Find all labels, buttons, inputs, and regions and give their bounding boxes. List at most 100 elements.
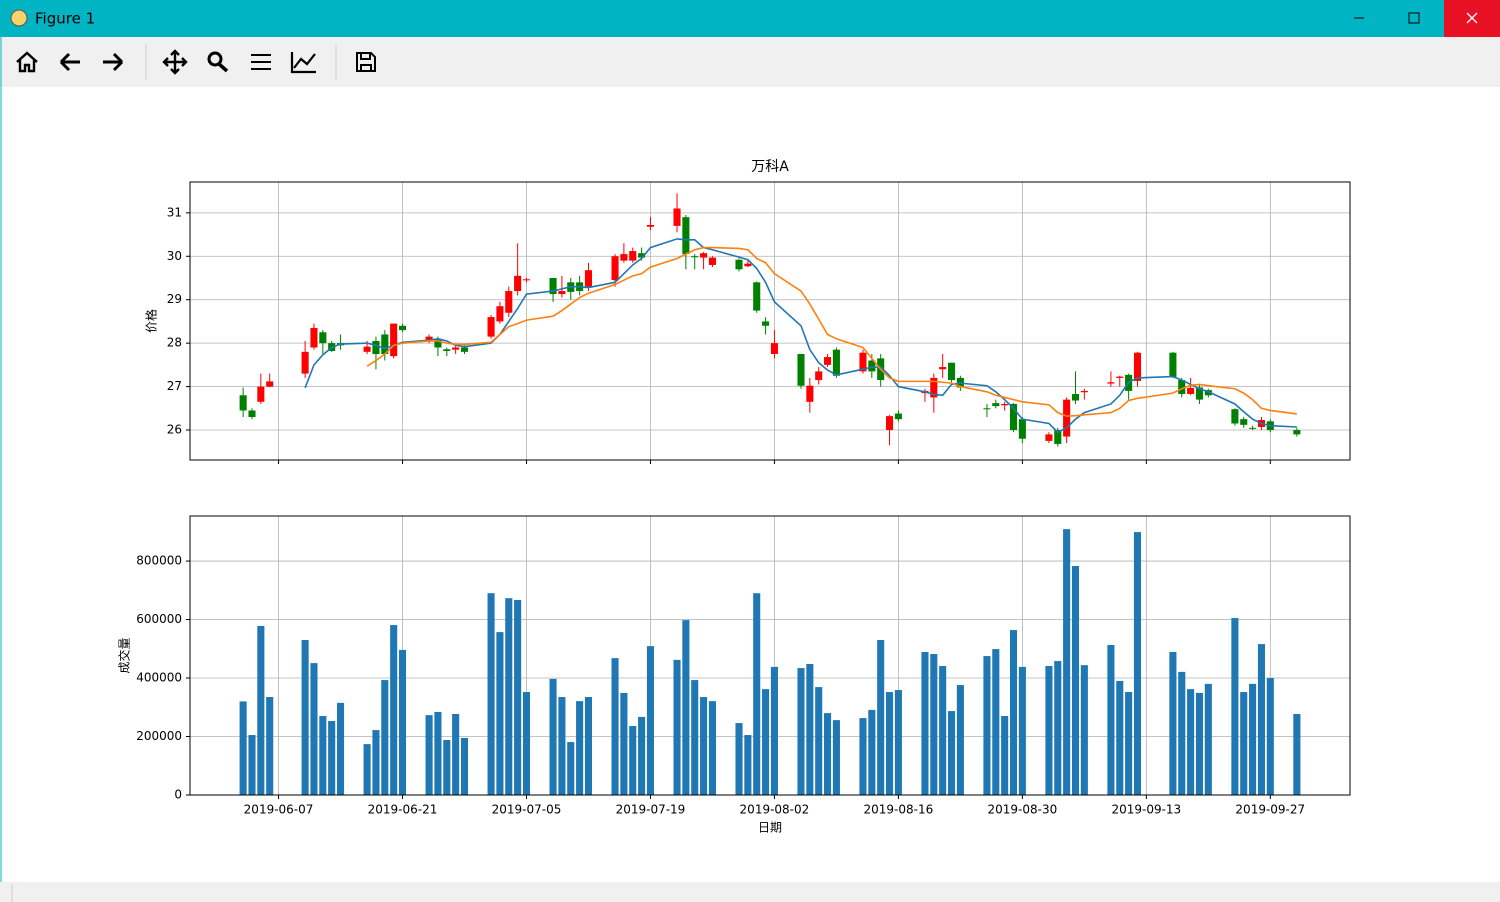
candle-body bbox=[930, 377, 938, 398]
candle-body bbox=[390, 323, 398, 357]
volume-bar bbox=[1257, 644, 1265, 795]
moving-average-line bbox=[304, 238, 1297, 434]
x-tick-label: 2019-08-16 bbox=[864, 803, 934, 817]
volume-bar bbox=[1133, 532, 1142, 795]
candle-body bbox=[487, 317, 495, 337]
volume-bar bbox=[797, 668, 805, 795]
zoom-button[interactable] bbox=[207, 51, 223, 67]
candle-body bbox=[806, 385, 814, 402]
x-tick-label: 2019-08-30 bbox=[987, 803, 1057, 817]
volume-bar bbox=[691, 680, 699, 795]
volume-bar bbox=[992, 649, 1000, 795]
candle-body bbox=[1240, 419, 1248, 425]
volume-bar bbox=[336, 702, 345, 795]
x-tick-label: 2019-09-27 bbox=[1235, 803, 1305, 817]
candle-body bbox=[452, 347, 460, 350]
volume-bar bbox=[567, 742, 575, 795]
candle-body bbox=[1133, 352, 1142, 381]
app-icon bbox=[10, 9, 28, 27]
volume-bar bbox=[266, 697, 274, 795]
y-tick-label: 600000 bbox=[136, 612, 182, 626]
y-tick-label: 26 bbox=[167, 423, 182, 437]
volume-bar bbox=[372, 730, 380, 795]
candle-body bbox=[1116, 376, 1124, 378]
volume-bar bbox=[452, 713, 460, 795]
volume-bar bbox=[1266, 678, 1274, 795]
volume-bar bbox=[1116, 680, 1124, 795]
volume-bar bbox=[877, 640, 885, 795]
candle-body bbox=[691, 256, 699, 258]
candle-body bbox=[514, 275, 522, 292]
volume-bar bbox=[708, 701, 716, 795]
y-tick-label: 28 bbox=[167, 336, 182, 350]
candle-body bbox=[549, 277, 557, 295]
candle-body bbox=[522, 279, 531, 281]
candle-body bbox=[992, 403, 1000, 407]
candle-body bbox=[894, 413, 902, 420]
candle-body bbox=[753, 282, 761, 311]
volume-bar bbox=[859, 718, 867, 795]
candle-body bbox=[611, 256, 619, 281]
volume-bar bbox=[611, 658, 619, 795]
candle-body bbox=[868, 360, 876, 372]
x-tick-label: 2019-07-05 bbox=[492, 803, 562, 817]
candle-body bbox=[947, 362, 956, 381]
status-bar bbox=[0, 882, 1500, 902]
forward-button[interactable] bbox=[103, 52, 124, 72]
home-button[interactable] bbox=[16, 51, 38, 73]
volume-bar bbox=[1204, 683, 1212, 795]
candle-body bbox=[682, 217, 690, 255]
volume-bar bbox=[319, 716, 327, 795]
volume-bar bbox=[1169, 651, 1177, 795]
candle-body bbox=[762, 321, 770, 326]
candle-body bbox=[301, 351, 309, 374]
volume-bar bbox=[1054, 661, 1062, 795]
volume-bar bbox=[1018, 666, 1026, 795]
x-tick-label: 2019-07-19 bbox=[616, 803, 686, 817]
volume-bar bbox=[487, 593, 495, 795]
volume-bar bbox=[443, 740, 451, 795]
maximize-button[interactable] bbox=[1408, 12, 1420, 24]
candle-body bbox=[1249, 427, 1257, 429]
y-tick-label: 400000 bbox=[136, 671, 182, 685]
volume-bar bbox=[770, 666, 778, 795]
volume-bar bbox=[673, 659, 681, 795]
window-title: Figure 1 bbox=[35, 10, 95, 28]
candle-body bbox=[460, 347, 469, 352]
candle-body bbox=[638, 253, 646, 258]
candle-body bbox=[1009, 403, 1018, 431]
moving-average-line bbox=[366, 246, 1297, 417]
volume-bar bbox=[947, 711, 956, 795]
volume-bar bbox=[1125, 692, 1133, 795]
save-button[interactable] bbox=[356, 52, 376, 72]
back-button[interactable] bbox=[59, 52, 80, 72]
y-tick-label: 31 bbox=[167, 205, 182, 219]
pan-button[interactable] bbox=[162, 49, 188, 75]
candle-body bbox=[1063, 399, 1071, 437]
y-tick-label: 30 bbox=[167, 249, 182, 263]
volume-bar bbox=[576, 701, 584, 795]
candle-body bbox=[1187, 387, 1195, 394]
volume-bar bbox=[753, 593, 761, 795]
candle-body bbox=[700, 253, 708, 258]
volume-bar bbox=[328, 721, 336, 795]
candle-body bbox=[363, 346, 371, 352]
volume-bar bbox=[1231, 618, 1239, 795]
volume-bar bbox=[310, 663, 318, 795]
configure-button[interactable] bbox=[251, 54, 271, 70]
volume-bar bbox=[381, 680, 389, 795]
candle-body bbox=[646, 225, 654, 227]
candle-body bbox=[381, 334, 389, 355]
volume-bar bbox=[806, 663, 814, 795]
candle-body bbox=[319, 332, 327, 344]
candle-body bbox=[824, 357, 832, 365]
y-tick-label: 0 bbox=[174, 788, 182, 802]
candle-body bbox=[832, 349, 840, 376]
x-tick-label: 2019-06-07 bbox=[244, 803, 314, 817]
candle-body bbox=[310, 327, 318, 348]
edit-axis-button[interactable] bbox=[290, 52, 316, 74]
volume-bar bbox=[1045, 666, 1053, 795]
volume-bar bbox=[646, 646, 654, 795]
x-tick-label: 2019-09-13 bbox=[1111, 803, 1181, 817]
